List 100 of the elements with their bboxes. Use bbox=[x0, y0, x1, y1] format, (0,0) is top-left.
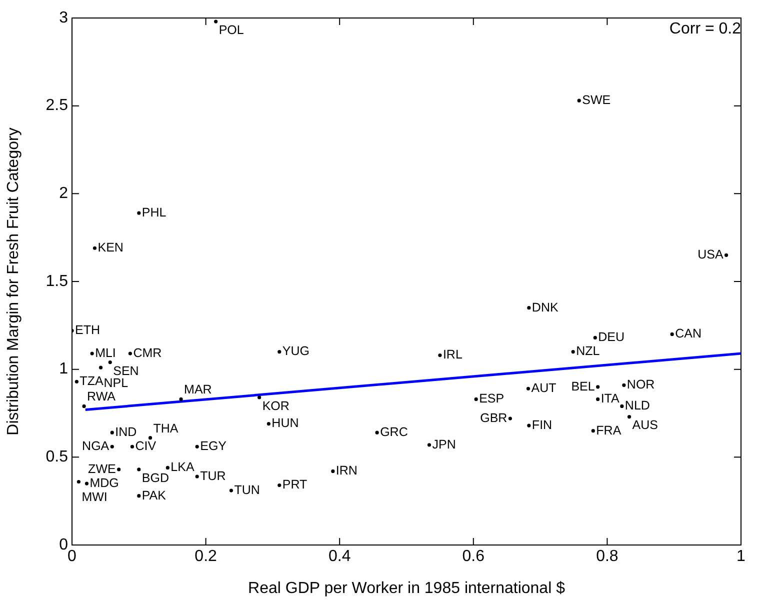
point bbox=[622, 383, 626, 387]
data-label: TUN bbox=[234, 482, 260, 497]
data-label: KEN bbox=[98, 240, 124, 255]
data-label: AUS bbox=[632, 418, 658, 432]
point bbox=[508, 416, 512, 420]
data-label: MDG bbox=[90, 476, 119, 490]
y-tick-label: 2 bbox=[59, 185, 68, 202]
data-label: THA bbox=[153, 421, 179, 436]
point bbox=[591, 429, 595, 433]
point bbox=[148, 436, 152, 440]
data-label: TUR bbox=[200, 468, 226, 483]
point bbox=[82, 404, 86, 408]
data-label: BEL bbox=[571, 379, 595, 394]
point bbox=[571, 350, 575, 354]
annotation: Corr = 0.2 bbox=[669, 20, 742, 38]
point bbox=[137, 468, 141, 472]
point bbox=[130, 444, 134, 448]
data-label: RWA bbox=[87, 390, 116, 404]
data-label: ITA bbox=[600, 392, 620, 406]
data-label: GBR bbox=[480, 410, 508, 425]
data-label: ESP bbox=[479, 392, 504, 406]
x-tick-label: 0.4 bbox=[328, 548, 351, 566]
data-label: FIN bbox=[532, 418, 552, 432]
data-label: NPL bbox=[104, 376, 128, 390]
data-label: POL bbox=[218, 22, 244, 37]
point bbox=[214, 20, 218, 24]
point bbox=[278, 350, 282, 354]
point bbox=[110, 444, 114, 448]
data-label: LKA bbox=[170, 460, 195, 474]
point bbox=[527, 424, 531, 428]
point bbox=[195, 444, 199, 448]
point bbox=[627, 414, 632, 419]
point bbox=[84, 482, 89, 486]
point bbox=[92, 246, 97, 250]
point bbox=[724, 253, 728, 257]
point bbox=[166, 466, 170, 470]
point bbox=[331, 469, 335, 474]
point bbox=[110, 430, 114, 434]
data-label: PAK bbox=[142, 488, 167, 502]
data-label: CIV bbox=[135, 439, 157, 454]
point bbox=[108, 360, 112, 364]
point bbox=[229, 488, 234, 492]
point bbox=[117, 468, 121, 472]
point bbox=[179, 397, 183, 401]
point bbox=[596, 397, 600, 401]
data-label: CMR bbox=[133, 346, 162, 360]
data-label: ETH bbox=[75, 323, 100, 338]
y-tick-label: 3 bbox=[59, 9, 68, 26]
data-label: SWE bbox=[582, 93, 611, 108]
point bbox=[474, 397, 478, 401]
data-label: IND bbox=[115, 425, 137, 440]
data-label: SEN bbox=[113, 364, 139, 378]
data-label: USA bbox=[698, 248, 724, 262]
data-label: PRT bbox=[282, 478, 308, 492]
data-label: AUT bbox=[531, 381, 557, 396]
y-tick-label: 1.5 bbox=[46, 272, 68, 290]
data-label: PHL bbox=[142, 205, 166, 220]
data-label: GRC bbox=[380, 425, 408, 440]
data-label: HUN bbox=[272, 416, 299, 430]
y-tick-label: 0 bbox=[59, 536, 68, 554]
data-label: JPN bbox=[432, 437, 456, 452]
data-label: KOR bbox=[262, 398, 290, 413]
point bbox=[195, 474, 199, 478]
data-label: CAN bbox=[675, 326, 702, 341]
data-label: YUG bbox=[282, 344, 310, 358]
data-label: BGD bbox=[142, 470, 169, 485]
point bbox=[438, 353, 442, 358]
point bbox=[137, 211, 141, 215]
y-tick-label: 1 bbox=[59, 360, 68, 378]
data-label: NOR bbox=[626, 378, 655, 392]
point bbox=[375, 430, 379, 434]
point bbox=[593, 336, 597, 340]
point bbox=[74, 380, 78, 384]
x-tick-label: 1 bbox=[736, 548, 746, 566]
point bbox=[596, 385, 600, 389]
data-label: FRA bbox=[596, 423, 622, 438]
point bbox=[526, 386, 530, 390]
point bbox=[258, 396, 262, 400]
data-label: NZL bbox=[576, 344, 600, 358]
point bbox=[427, 443, 432, 447]
x-tick-label: 0.2 bbox=[194, 548, 218, 566]
data-label: ZWE bbox=[88, 462, 116, 476]
data-label: IRL bbox=[442, 348, 462, 362]
x-axis-title: Real GDP per Worker in 1985 international $ bbox=[248, 580, 566, 597]
y-tick-label: 0.5 bbox=[46, 448, 68, 466]
data-label: MWI bbox=[82, 490, 108, 504]
data-label: TZA bbox=[80, 374, 104, 388]
y-axis-title: Distribution Margin for Fresh Fruit Category bbox=[5, 128, 22, 436]
point bbox=[620, 404, 624, 408]
data-label: NLD bbox=[624, 398, 650, 413]
point bbox=[76, 480, 80, 484]
point bbox=[670, 332, 674, 336]
data-label: IRN bbox=[336, 464, 358, 478]
data-label: MLI bbox=[95, 346, 116, 360]
data-label: DNK bbox=[532, 300, 559, 314]
data-label: NGA bbox=[82, 439, 110, 454]
point bbox=[90, 352, 94, 356]
x-tick-label: 0.6 bbox=[462, 548, 485, 566]
point bbox=[278, 483, 282, 488]
x-tick-label: 0.8 bbox=[596, 548, 618, 566]
